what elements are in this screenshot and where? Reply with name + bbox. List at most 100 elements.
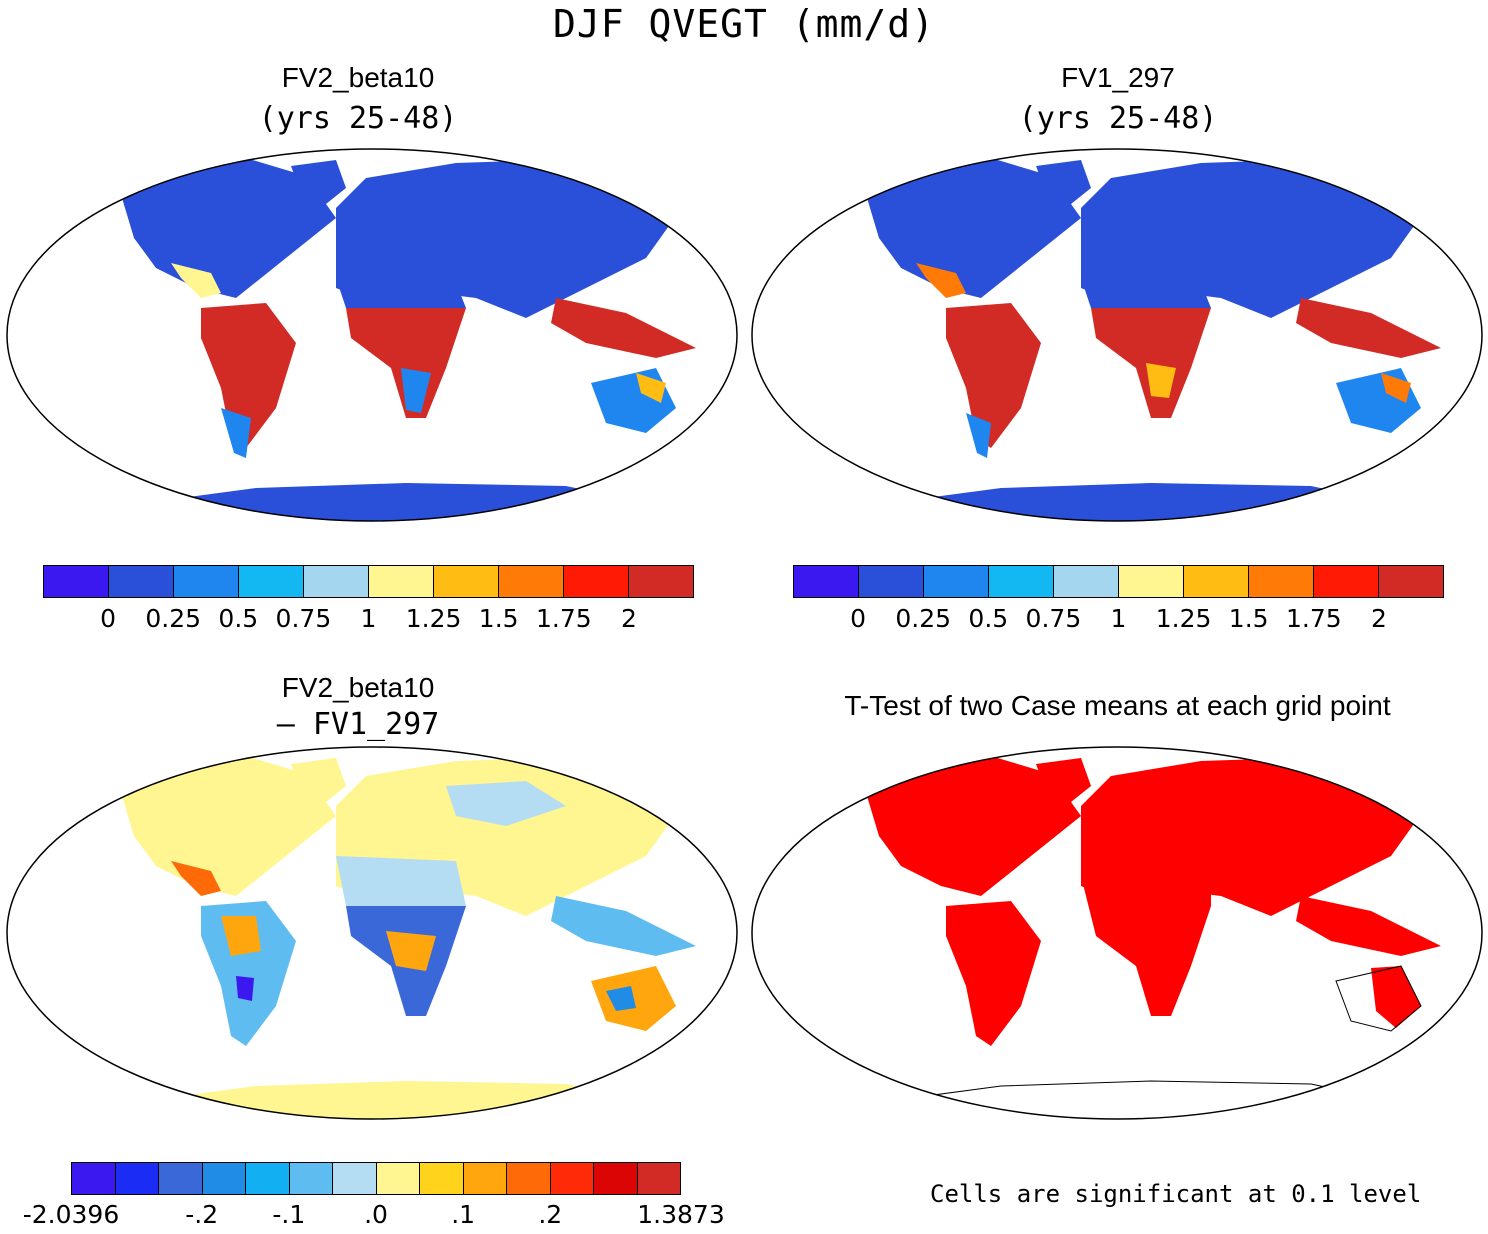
land-eurasia xyxy=(336,158,696,318)
colorbar-segment xyxy=(434,566,499,597)
colorbar-tick-label: 1.75 xyxy=(1285,604,1342,633)
panel1-colorbar xyxy=(43,565,694,598)
colorbar-segment xyxy=(1249,566,1314,597)
panel1-title: FV2_beta10 xyxy=(281,62,435,93)
sig-north-america xyxy=(861,756,1081,896)
colorbar-segment xyxy=(1119,566,1184,597)
colorbar-tick-label: 1.25 xyxy=(405,604,462,633)
land-antarctica xyxy=(106,483,646,521)
land-central-america xyxy=(916,263,966,298)
colorbar-segment xyxy=(564,566,629,597)
land-australia xyxy=(591,368,676,433)
land-central-america xyxy=(171,263,221,298)
colorbar-tick-label: 2 xyxy=(1370,604,1387,633)
panel4-map xyxy=(751,746,1483,1120)
colorbar-segment xyxy=(420,1163,464,1194)
land-australia xyxy=(591,966,676,1031)
colorbar-segment xyxy=(507,1163,551,1194)
panel2-subtitle: (yrs 25-48) xyxy=(1018,101,1218,136)
panel3-title: FV2_beta10 xyxy=(281,672,435,703)
land-south-america xyxy=(946,303,1041,458)
colorbar-tick-label: 1 xyxy=(360,604,377,633)
panel2-title: FV1_297 xyxy=(1061,62,1175,93)
panel3-map xyxy=(6,746,738,1120)
colorbar-segment xyxy=(289,1163,333,1194)
colorbar-segment xyxy=(44,566,109,597)
colorbar-tick-label: 0.25 xyxy=(895,604,952,633)
colorbar-tick-label: 2 xyxy=(620,604,637,633)
land-greenland xyxy=(291,758,346,806)
colorbar-segment xyxy=(202,1163,246,1194)
significance-note: Cells are significant at 0.1 level xyxy=(930,1180,1422,1208)
colorbar-tick-label: 1.75 xyxy=(535,604,592,633)
land-south-america xyxy=(201,901,296,1046)
land-africa xyxy=(336,278,466,418)
sig-se-asia xyxy=(1296,896,1441,956)
panel2-map xyxy=(751,148,1483,522)
land-africa xyxy=(1081,278,1211,418)
colorbar-segment xyxy=(924,566,989,597)
land-africa xyxy=(336,856,466,1016)
colorbar-tick-label: -.2 xyxy=(185,1200,219,1229)
colorbar-segment xyxy=(637,1163,680,1194)
colorbar-segment xyxy=(1379,566,1443,597)
colorbar-segment xyxy=(794,566,859,597)
colorbar-segment xyxy=(989,566,1054,597)
figure-title: DJF QVEGT (mm/d) xyxy=(552,2,936,46)
land-greenland xyxy=(291,160,346,208)
panel3-colorbar xyxy=(71,1162,681,1195)
colorbar-segment xyxy=(1314,566,1379,597)
panel3-subtitle: – FV1_297 xyxy=(276,707,440,742)
colorbar-segment xyxy=(1184,566,1249,597)
colorbar-tick-label: .0 xyxy=(364,1200,388,1229)
colorbar-tick-label: -2.0396 xyxy=(22,1200,120,1229)
land-antarctica xyxy=(851,483,1391,521)
colorbar-segment xyxy=(239,566,304,597)
colorbar-segment xyxy=(174,566,239,597)
colorbar-tick-label: 1.25 xyxy=(1155,604,1212,633)
colorbar-segment xyxy=(463,1163,507,1194)
colorbar-tick-label: 1.5 xyxy=(1228,604,1269,633)
sig-greenland xyxy=(1036,758,1091,806)
colorbar-segment xyxy=(333,1163,377,1194)
panel1-map xyxy=(6,148,738,522)
colorbar-tick-label: -.1 xyxy=(272,1200,306,1229)
sig-africa xyxy=(1081,876,1211,1016)
colorbar-segment xyxy=(376,1163,420,1194)
colorbar-tick-label: 0.75 xyxy=(275,604,332,633)
panel1-colorbar-ticks: 0 0.25 0.5 0.75 1 1.25 1.5 1.75 2 xyxy=(43,604,694,638)
colorbar-segment xyxy=(369,566,434,597)
colorbar-tick-label: 0.75 xyxy=(1025,604,1082,633)
colorbar-segment xyxy=(246,1163,290,1194)
colorbar-segment xyxy=(159,1163,203,1194)
colorbar-tick-label: 0.5 xyxy=(218,604,259,633)
land-central-america xyxy=(171,861,221,896)
panel2-colorbar xyxy=(793,565,1444,598)
land-greenland xyxy=(1036,160,1091,208)
colorbar-segment xyxy=(629,566,693,597)
colorbar-segment xyxy=(115,1163,159,1194)
panel1-subtitle: (yrs 25-48) xyxy=(258,101,458,136)
land-antarctica xyxy=(106,1081,646,1119)
panel3-colorbar-ticks: -2.0396 -.2 -.1 .0 .1 .2 1.3873 xyxy=(23,1200,725,1234)
sig-south-america xyxy=(946,901,1041,1046)
sig-eurasia xyxy=(1081,756,1441,916)
sig-australia xyxy=(1371,966,1421,1028)
colorbar-tick-label: 0 xyxy=(100,604,117,633)
land-se-asia xyxy=(551,896,696,956)
colorbar-tick-label: 1 xyxy=(1110,604,1127,633)
panel2-colorbar-ticks: 0 0.25 0.5 0.75 1 1.25 1.5 1.75 2 xyxy=(793,604,1444,638)
colorbar-tick-label: .2 xyxy=(538,1200,563,1229)
panel4-title: T-Test of two Case means at each grid po… xyxy=(844,690,1391,721)
colorbar-segment xyxy=(72,1163,116,1194)
coast-australia xyxy=(1335,965,1422,1032)
land-se-asia xyxy=(1296,298,1441,358)
colorbar-tick-label: .1 xyxy=(451,1200,476,1229)
colorbar-segment xyxy=(109,566,174,597)
colorbar-segment xyxy=(304,566,369,597)
colorbar-segment xyxy=(550,1163,594,1194)
colorbar-tick-label: 0.25 xyxy=(145,604,202,633)
land-south-america xyxy=(201,303,296,458)
colorbar-tick-label: 1.5 xyxy=(478,604,519,633)
land-se-asia xyxy=(551,298,696,358)
